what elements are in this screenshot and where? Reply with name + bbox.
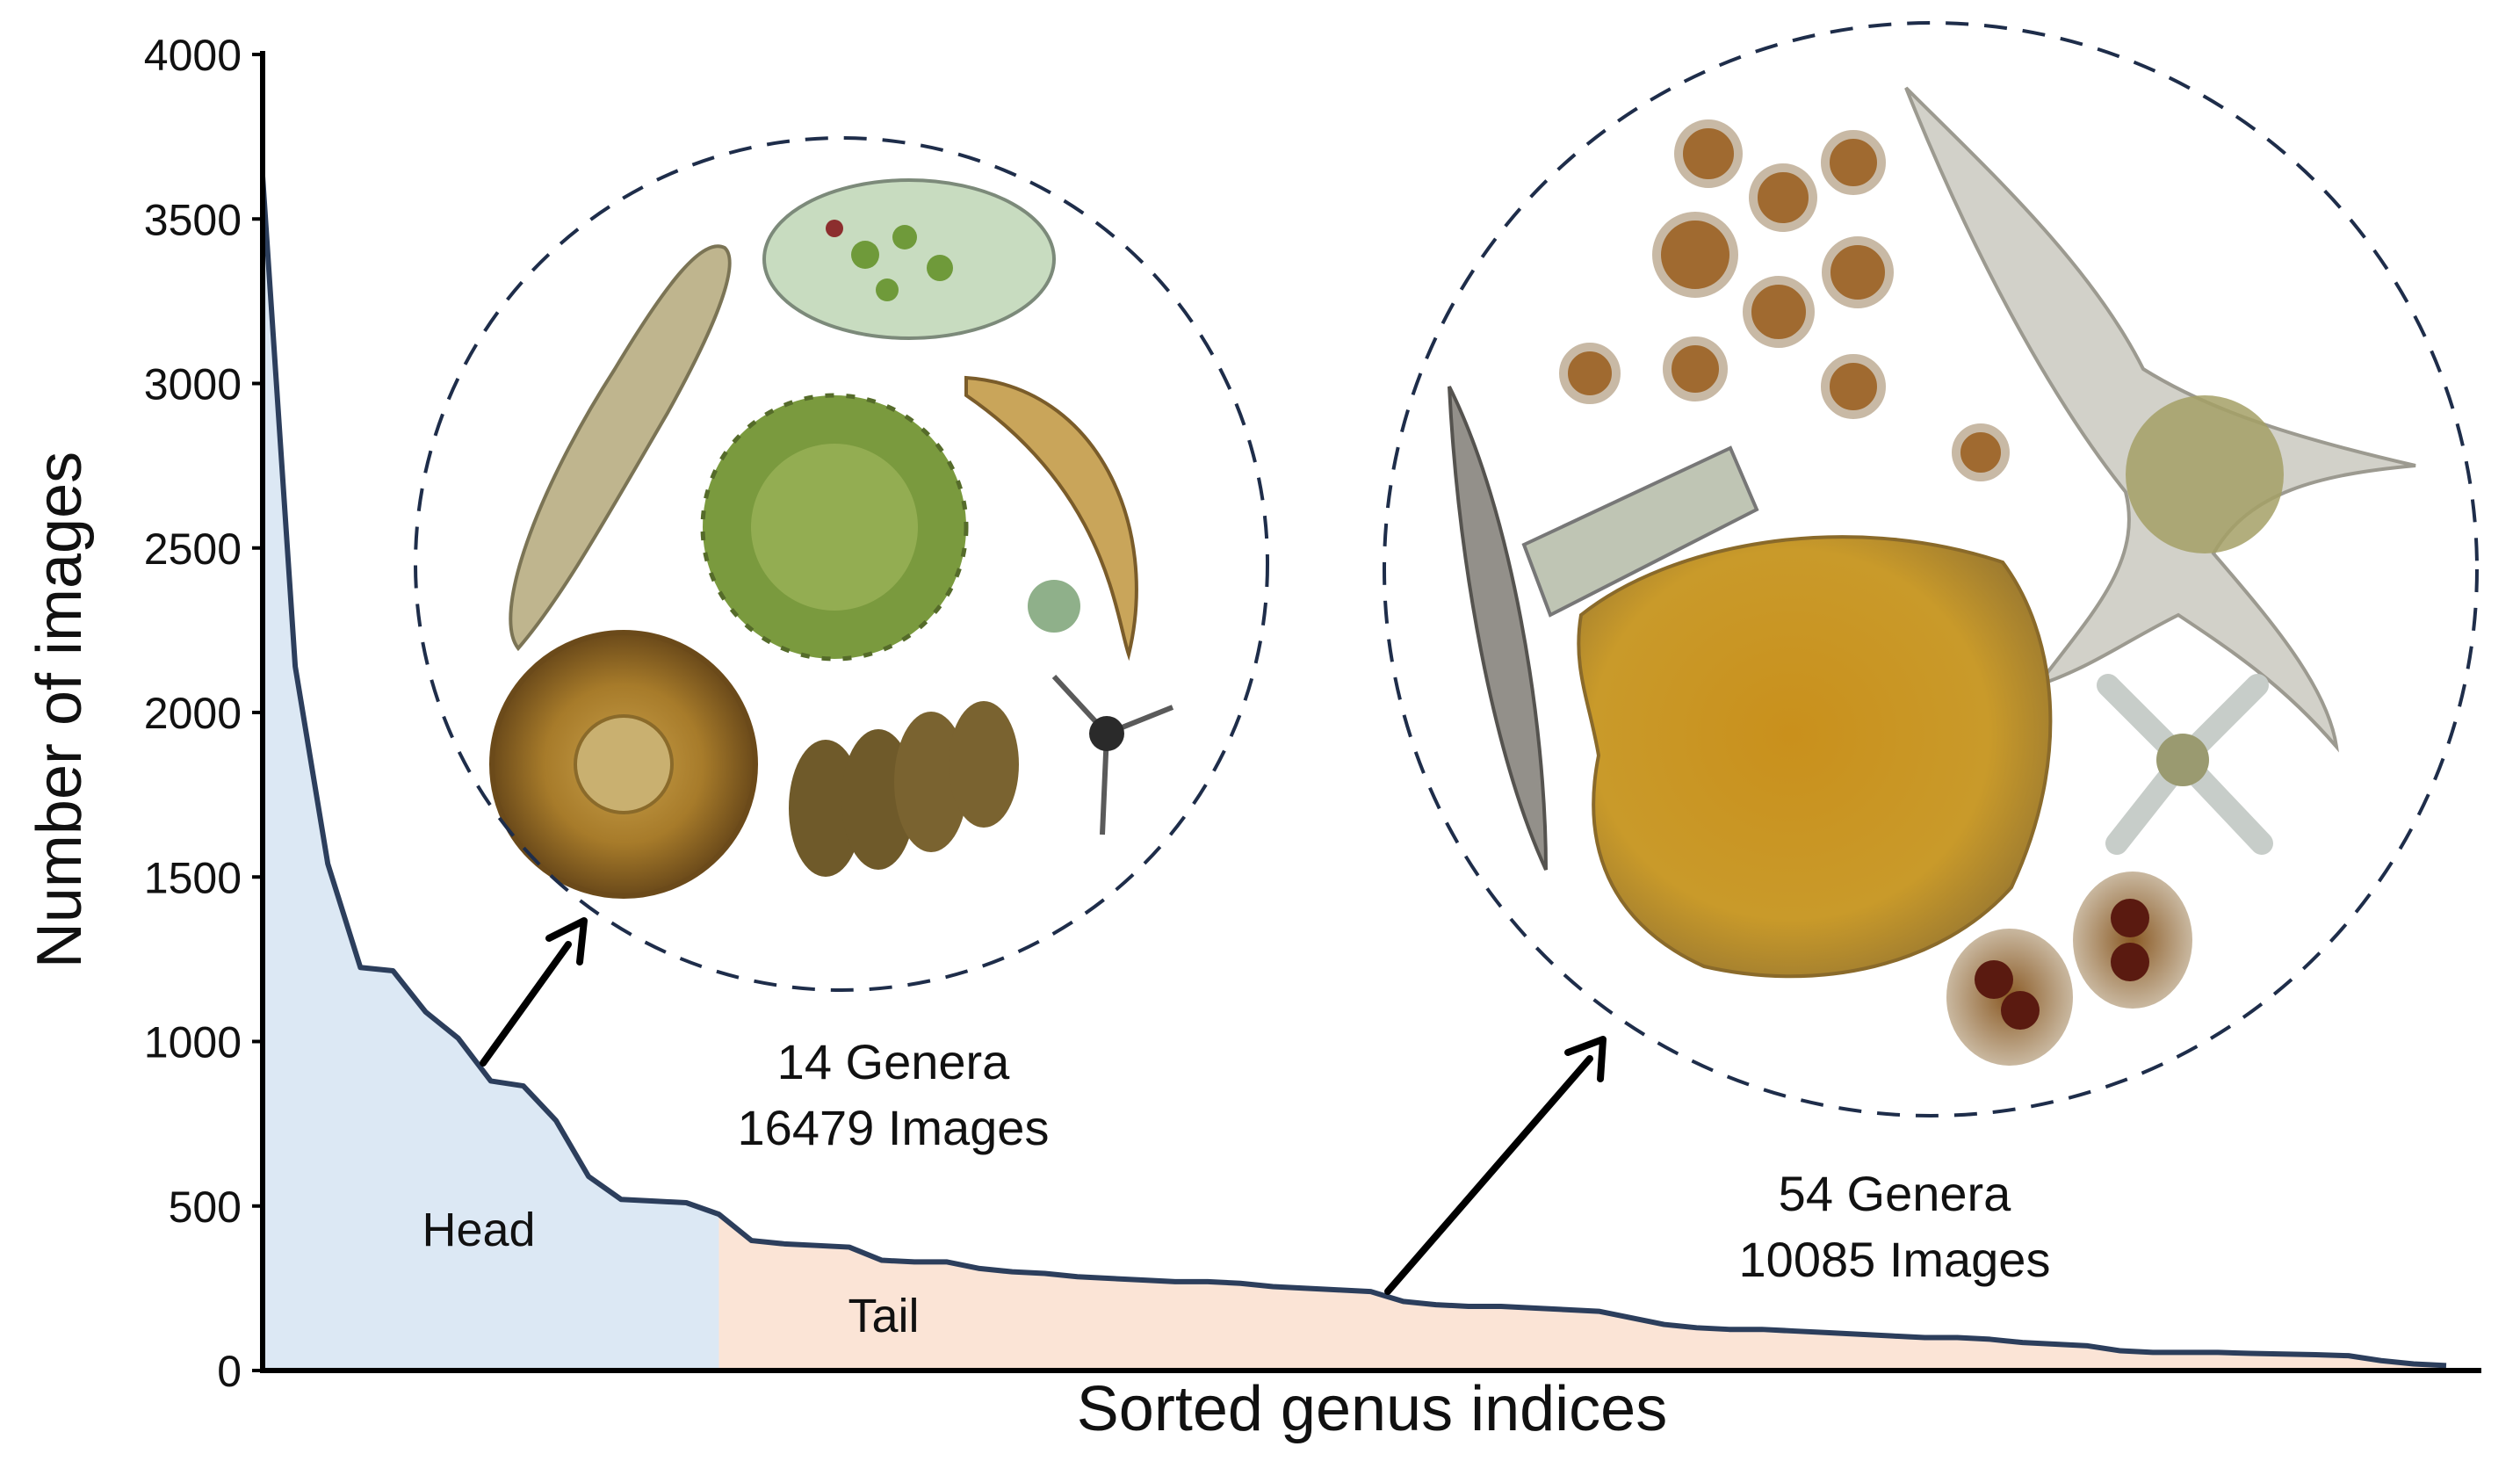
tail-genera-count: 54 Genera bbox=[1779, 1166, 2011, 1221]
tail-genera-circle bbox=[1383, 21, 2479, 1117]
tail-genera-illustration bbox=[1448, 86, 2416, 1066]
tail-arrow bbox=[1384, 1036, 1607, 1295]
tail-area bbox=[718, 1214, 2447, 1371]
curved-diatom-image bbox=[964, 375, 1138, 662]
head-image-count: 16479 Images bbox=[738, 1100, 1050, 1155]
tail-region-label: Tail bbox=[848, 1290, 919, 1342]
tail-image-count: 10085 Images bbox=[1739, 1232, 2051, 1287]
y-tick-label: 3000 bbox=[144, 360, 242, 409]
head-genera-illustration bbox=[489, 178, 1174, 899]
y-tick-labels: 0 500 1000 1500 2000 2500 3000 3500 4000 bbox=[144, 31, 263, 1396]
paired-cells-image bbox=[1946, 872, 2192, 1066]
golden-cyst-image bbox=[1577, 535, 2053, 979]
green-ciliate-image bbox=[762, 178, 1056, 340]
y-tick-label: 2500 bbox=[144, 524, 242, 574]
star-shaped-cell-image bbox=[1051, 674, 1174, 835]
cross-shaped-cell-image bbox=[2097, 674, 2273, 855]
rectangular-diatom-image bbox=[1521, 445, 1759, 618]
x-axis-label: Sorted genus indices bbox=[1077, 1374, 1667, 1444]
y-tick-label: 2000 bbox=[144, 689, 242, 738]
y-tick-label: 500 bbox=[169, 1183, 242, 1232]
head-genera-circle bbox=[414, 136, 1269, 992]
y-tick-label: 3500 bbox=[144, 195, 242, 244]
y-tick-label: 1000 bbox=[144, 1018, 242, 1067]
y-tick-label: 4000 bbox=[144, 31, 242, 80]
clustered-cells-image bbox=[1559, 119, 2010, 481]
pennate-diatom-image bbox=[1448, 386, 1548, 871]
small-green-colony-image bbox=[1028, 580, 1080, 633]
genus-count-line bbox=[260, 176, 2447, 1369]
head-arrow bbox=[480, 917, 588, 1067]
head-genera-count: 14 Genera bbox=[777, 1034, 1010, 1089]
oval-cells-image bbox=[789, 701, 1019, 877]
y-tick-label: 0 bbox=[217, 1347, 242, 1396]
y-axis-label: Number of images bbox=[25, 452, 95, 968]
head-region-label: Head bbox=[422, 1204, 535, 1256]
head-area bbox=[263, 176, 719, 1371]
flagellate-organism-image bbox=[509, 244, 732, 652]
y-tick-label: 1500 bbox=[144, 853, 242, 902]
